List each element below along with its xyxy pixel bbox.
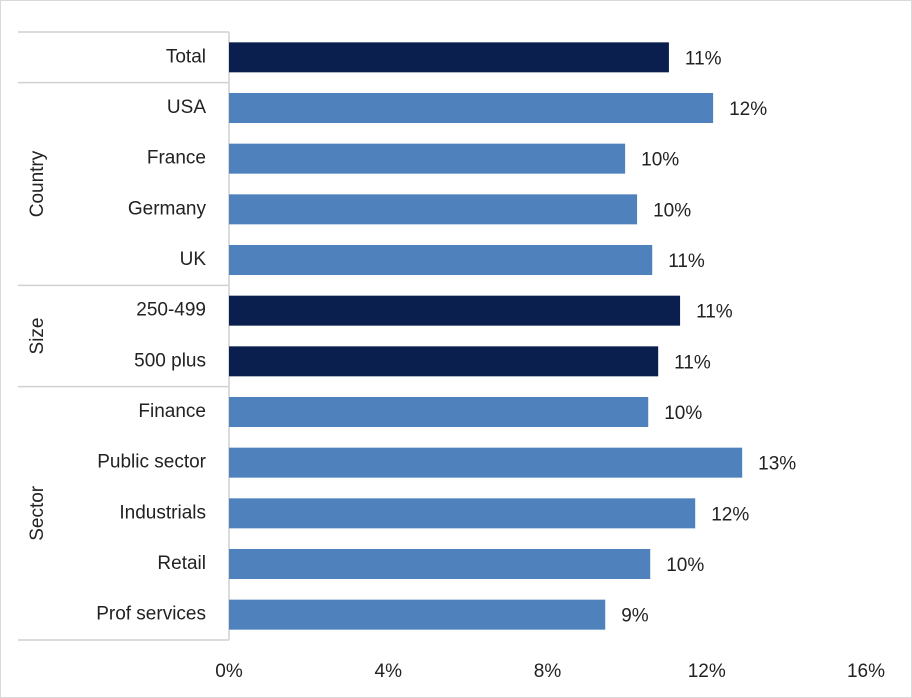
- value-label: 10%: [641, 150, 679, 171]
- value-label: 10%: [653, 200, 691, 221]
- bar: [229, 194, 638, 225]
- bar: [229, 295, 681, 326]
- value-label: 13%: [758, 454, 796, 475]
- x-tick-label: 12%: [688, 661, 726, 682]
- category-label: Total: [166, 46, 206, 67]
- x-tick-label: 8%: [534, 661, 562, 682]
- value-label: 10%: [666, 555, 704, 576]
- bar: [229, 143, 626, 174]
- category-label: Germany: [128, 198, 207, 219]
- group-label: Country: [27, 150, 48, 217]
- value-label: 12%: [729, 99, 767, 120]
- value-label: 9%: [621, 606, 649, 627]
- x-tick-label: 0%: [215, 661, 243, 682]
- category-label: Finance: [138, 401, 206, 422]
- category-label: 500 plus: [134, 350, 206, 371]
- value-label: 11%: [685, 48, 722, 69]
- category-label: 250-499: [136, 300, 206, 321]
- bar: [229, 397, 649, 427]
- category-label: UK: [180, 249, 207, 270]
- x-tick-label: 16%: [847, 661, 885, 682]
- category-label: Prof services: [96, 604, 206, 625]
- value-label: 11%: [696, 302, 733, 323]
- bar: [229, 599, 606, 630]
- bar: [229, 549, 651, 579]
- bar: [229, 245, 653, 275]
- value-label: 11%: [668, 251, 705, 272]
- group-label: Size: [27, 318, 48, 355]
- category-label: Industrials: [119, 502, 206, 523]
- category-label: Public sector: [97, 452, 206, 473]
- value-label: 10%: [664, 403, 702, 424]
- bar: [229, 93, 714, 123]
- category-label: USA: [167, 97, 206, 118]
- value-label: 11%: [674, 352, 711, 373]
- x-tick-label: 4%: [375, 661, 403, 682]
- group-label: Sector: [27, 485, 48, 541]
- category-label: Retail: [157, 553, 206, 574]
- bar: [229, 447, 743, 478]
- bar: [229, 42, 669, 73]
- value-label: 12%: [711, 504, 749, 525]
- bar: [229, 346, 659, 377]
- category-label: France: [147, 148, 206, 169]
- bar: [229, 498, 696, 529]
